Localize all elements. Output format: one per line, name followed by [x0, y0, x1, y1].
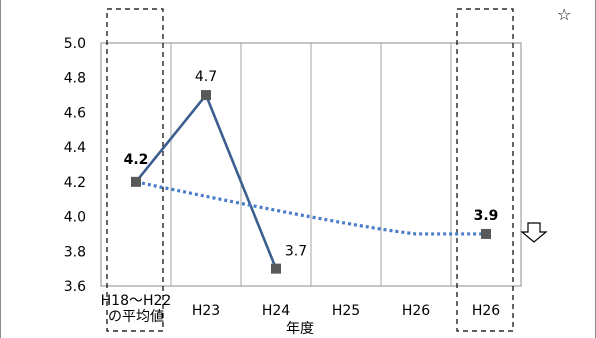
highlight-box — [456, 8, 514, 332]
data-point-marker — [131, 176, 141, 187]
x-tick-label-line: H18～H22 — [101, 293, 172, 309]
data-point-marker — [201, 90, 211, 101]
y-tick-label: 3.6 — [64, 279, 86, 295]
data-point-marker — [271, 263, 281, 274]
y-tick-label: 4.0 — [64, 210, 86, 226]
x-axis-ticks: H18～H22 の平均値 H23 H24 H25 H26 H26 — [101, 293, 501, 325]
grid-lines — [170, 43, 452, 286]
y-tick-label: 4.6 — [64, 105, 86, 121]
x-tick-label: H25 — [332, 303, 360, 319]
highlight-boxes — [106, 8, 514, 332]
plot-border — [100, 42, 522, 287]
data-point-marker — [481, 228, 491, 239]
x-tick-label: H18～H22 の平均値 — [101, 293, 172, 325]
y-tick-label: 4.2 — [64, 175, 86, 191]
x-tick-label-line: の平均値 — [108, 309, 164, 325]
series-line-solid — [134, 92, 278, 270]
y-tick-label: 4.8 — [64, 71, 86, 87]
series-layer: 4.2 4.7 3.7 3.9 — [124, 69, 499, 274]
series-line-dotted — [135, 180, 486, 236]
x-tick-label: H26 — [472, 303, 500, 319]
x-tick-label: H26 — [402, 303, 430, 319]
data-label: 3.9 — [474, 208, 499, 224]
y-axis-ticks: 3.6 3.8 4.0 4.2 4.4 4.6 4.8 5.0 — [64, 36, 86, 295]
star-icon: ☆ — [557, 5, 572, 24]
data-label: 4.2 — [124, 152, 149, 168]
y-tick-label: 3.8 — [64, 244, 86, 260]
y-tick-label: 5.0 — [64, 36, 86, 52]
x-tick-label: H24 — [262, 303, 290, 319]
data-label: 3.7 — [285, 244, 307, 260]
down-arrow-icon — [520, 222, 548, 243]
highlight-box — [106, 8, 164, 332]
data-label: 4.7 — [195, 69, 217, 85]
x-axis-title: 年度 — [286, 321, 314, 337]
y-tick-label: 4.4 — [64, 140, 86, 156]
x-tick-label: H23 — [192, 303, 220, 319]
